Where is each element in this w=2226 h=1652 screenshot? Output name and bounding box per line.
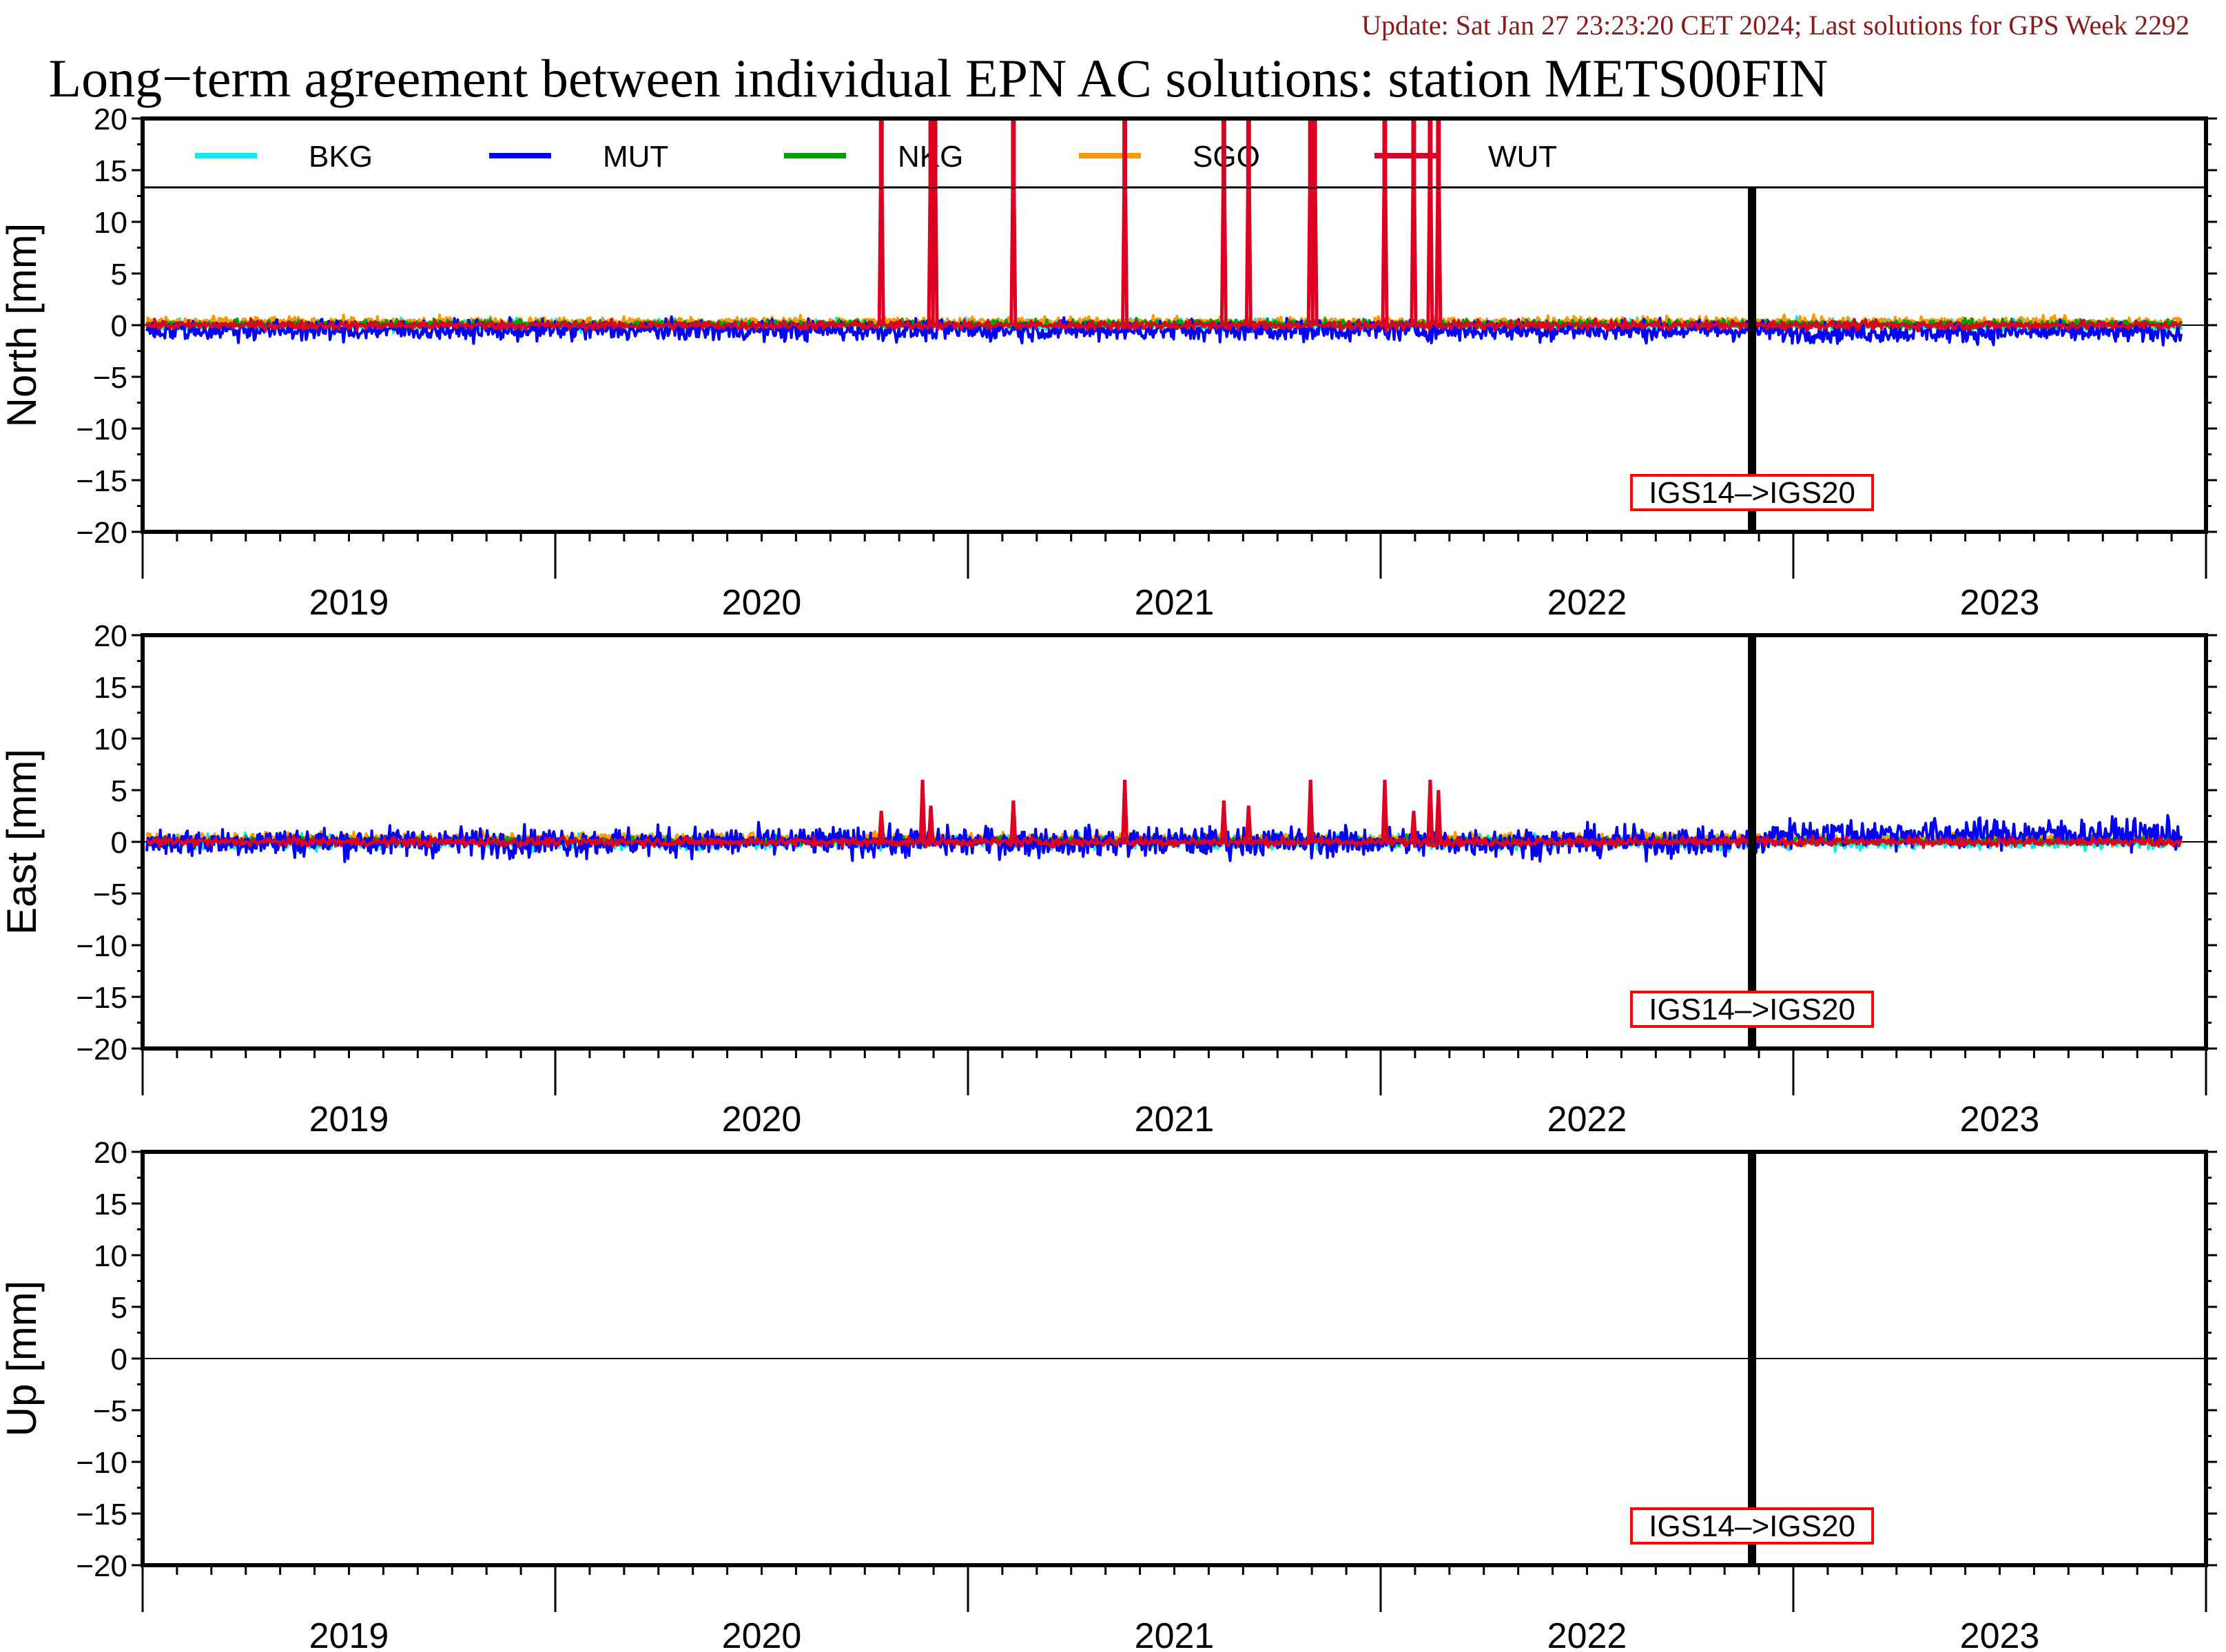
y-tick-label: −20	[76, 1549, 127, 1583]
spike-wut-4	[1121, 779, 1129, 843]
y-tick-label: −5	[93, 878, 127, 911]
y-tick-label: −5	[93, 361, 127, 395]
spike-wut-2	[931, 118, 939, 326]
y-tick-label: −20	[76, 1033, 127, 1066]
spike-wut-6	[1244, 118, 1253, 326]
legend-label-bkg: BKG	[309, 140, 373, 174]
frame-change-label: IGS14–>IGS20	[1649, 1509, 1855, 1543]
y-tick-label: 20	[94, 1136, 127, 1170]
spike-wut-11	[1426, 118, 1434, 326]
frame-change-label-box	[1630, 1507, 1875, 1545]
panel-up: IGS14–>IGS20 20 15 10 5 0 −5 −10 −15 −20 Up [mm] 20…	[0, 1136, 2217, 1652]
y-tick-label: 0	[111, 1343, 127, 1376]
y-tick-label: 5	[111, 774, 127, 808]
x-year-label: 2020	[722, 583, 802, 623]
y-tick-label: −15	[76, 1498, 127, 1531]
frame-change-label: IGS14–>IGS20	[1649, 993, 1855, 1026]
plot-area-east	[143, 779, 2206, 863]
x-year-label: 2022	[1547, 583, 1627, 623]
spike-wut-11	[1434, 789, 1443, 843]
x-year-label: 2019	[309, 1616, 389, 1652]
plot-area-north	[143, 118, 2206, 347]
x-year-label: 2022	[1547, 1616, 1627, 1652]
panels: IGS14–>IGS20BKGMUTNKGSGOWUT20151050−5−10…	[0, 103, 2217, 1652]
y-tick-label: 5	[111, 1291, 127, 1325]
spike-wut-3	[1009, 118, 1018, 326]
x-year-label: 2021	[1135, 1099, 1215, 1139]
spike-wut-5	[1219, 118, 1228, 326]
x-year-label: 2021	[1135, 1616, 1215, 1652]
chart-title: Long−term agreement between individual E…	[48, 48, 1828, 108]
y-tick-label: 20	[94, 619, 127, 653]
panel-north: IGS14–>IGS20BKGMUTNKGSGOWUT20151050−5−10…	[0, 103, 2217, 623]
spike-wut-4	[1121, 118, 1129, 326]
x-year-label: 2023	[1960, 1099, 2040, 1139]
y-tick-label: 10	[94, 723, 127, 756]
y-tick-label: 15	[94, 1188, 127, 1221]
x-year-label: 2023	[1960, 583, 2040, 623]
y-tick-label: −15	[76, 981, 127, 1015]
y-tick-label: −20	[76, 516, 127, 550]
panel-east: IGS14–>IGS20 20 15 10 5 0 −5 −10 −15 −20 East [mm]…	[0, 619, 2217, 1139]
spike-wut-6	[1244, 805, 1253, 843]
update-text: Update: Sat Jan 27 23:23:20 CET 2024; La…	[1361, 10, 2189, 41]
spike-wut-3	[1009, 800, 1018, 843]
spike-wut-9	[1381, 118, 1389, 326]
y-tick-label: −10	[76, 413, 127, 446]
y-tick-label: −15	[76, 464, 127, 498]
x-year-label: 2020	[722, 1616, 802, 1652]
spike-wut-8	[1381, 779, 1389, 843]
x-year-label: 2023	[1960, 1616, 2040, 1652]
frame-change-label-box	[1630, 474, 1875, 511]
x-year-label: 2019	[309, 583, 389, 623]
series-wut	[145, 834, 2183, 849]
y-axis-label: North [mm]	[0, 223, 45, 428]
x-year-label: 2021	[1135, 583, 1215, 623]
y-tick-label: −10	[76, 1446, 127, 1480]
frame-change-label-box	[1630, 991, 1875, 1028]
y-tick-label: 10	[94, 1239, 127, 1273]
spike-wut-1	[918, 779, 927, 843]
y-tick-label: 15	[94, 154, 127, 188]
spike-wut-8	[1310, 118, 1319, 326]
legend-background	[143, 118, 2206, 187]
y-axis-label: East [mm]	[0, 749, 45, 935]
spike-wut-5	[1219, 800, 1228, 843]
spike-wut-0	[877, 810, 885, 843]
y-tick-label: 10	[94, 206, 127, 240]
x-year-label: 2022	[1547, 1099, 1627, 1139]
y-tick-label: 5	[111, 258, 127, 291]
y-tick-label: 0	[111, 826, 127, 860]
spike-wut-2	[927, 805, 935, 843]
y-tick-label: 20	[94, 103, 127, 136]
spike-wut-10	[1426, 779, 1434, 843]
spike-wut-0	[877, 118, 885, 326]
y-tick-label: −5	[93, 1394, 127, 1428]
x-year-label: 2019	[309, 1099, 389, 1139]
y-axis-label: Up [mm]	[0, 1281, 45, 1437]
series-wut	[145, 317, 2183, 333]
legend-label-wut: WUT	[1488, 140, 1557, 174]
spike-wut-10	[1410, 118, 1418, 326]
frame-change-label: IGS14–>IGS20	[1649, 476, 1855, 510]
spike-wut-12	[1434, 118, 1443, 326]
series-mut	[145, 315, 2183, 347]
y-tick-label: 0	[111, 309, 127, 343]
y-tick-label: 15	[94, 671, 127, 705]
x-year-label: 2020	[722, 1099, 802, 1139]
y-tick-label: −10	[76, 929, 127, 963]
legend-label-mut: MUT	[603, 140, 668, 174]
spike-wut-7	[1306, 779, 1315, 843]
spike-wut-9	[1410, 810, 1418, 843]
